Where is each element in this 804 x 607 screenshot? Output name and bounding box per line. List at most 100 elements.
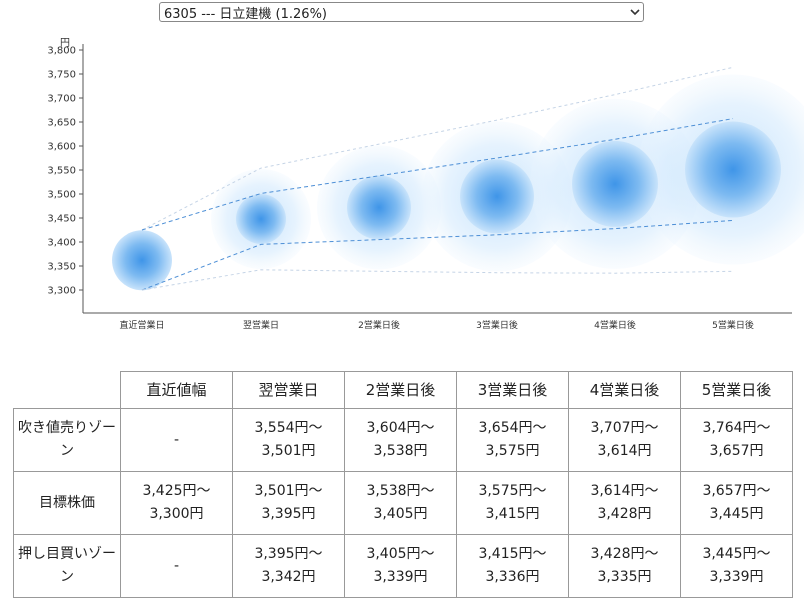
price-from: -: [173, 431, 180, 448]
col-header: 3営業日後: [456, 371, 569, 409]
bubble-core: [572, 140, 658, 227]
price-from: 3,707円〜: [590, 420, 659, 436]
bubble-core: [460, 159, 534, 234]
x-tick-label: 2営業日後: [358, 319, 400, 331]
col-header: 直近値幅: [120, 371, 233, 409]
x-tick-label: 4営業日後: [594, 319, 636, 331]
price-to: 3,538円: [373, 443, 428, 459]
y-tick-label: 3,800: [47, 46, 76, 57]
price-to: 3,336円: [485, 569, 540, 585]
mid-lower-band-line: [141, 219, 734, 291]
price-cell: 3,764円〜 3,657円: [680, 408, 793, 472]
y-tick-label: 3,400: [47, 238, 76, 249]
price-from: 3,575円〜: [478, 483, 547, 499]
price-to: 3,657円: [709, 443, 764, 459]
row-label: 目標株価: [13, 471, 121, 535]
price-from: 3,415円〜: [478, 546, 547, 562]
price-cell: 3,657円〜 3,445円: [680, 471, 793, 535]
price-forecast-chart: 円3,800 3,750 3,700 3,650 3,600 3,550 3,500 3,45…: [47, 38, 804, 331]
col-header: 5営業日後: [680, 371, 793, 409]
price-from: 3,445円〜: [702, 546, 771, 562]
price-from: 3,657円〜: [702, 483, 771, 499]
price-from: 3,395円〜: [254, 546, 323, 562]
mid-upper-band-line: [141, 118, 734, 231]
y-tick-label: 3,600: [47, 142, 76, 153]
price-from: 3,405円〜: [366, 546, 435, 562]
price-to: 3,575円: [485, 443, 540, 459]
price-from: 3,554円〜: [254, 420, 323, 436]
price-cell: 3,575円〜 3,415円: [456, 471, 569, 535]
bubble-core: [112, 230, 172, 291]
table-row: 吹き値売りゾーン - 3,554円〜 3,501円 3,604円〜 3,538円 3,654…: [13, 408, 793, 472]
price-from: 3,764円〜: [702, 420, 771, 436]
table-row: 目標株価 3,425円〜 3,300円 3,501円〜 3,395円 3,538円〜 3,4…: [13, 471, 793, 535]
price-to: 3,335円: [597, 569, 652, 585]
price-cell: 3,654円〜 3,575円: [456, 408, 569, 472]
price-cell: 3,614円〜 3,428円: [568, 471, 681, 535]
y-tick-label: 3,500: [47, 190, 76, 201]
y-tick-label: 3,550: [47, 166, 76, 177]
zone-table: 直近値幅 翌営業日 2営業日後 3営業日後 4営業日後 5営業日後 吹き値売りゾ…: [13, 371, 793, 598]
price-cell: 3,501円〜 3,395円: [232, 471, 345, 535]
chevron-down-icon: [627, 8, 643, 16]
y-axis-unit: 円: [60, 38, 70, 49]
price-to: 3,342円: [261, 569, 316, 585]
price-from: 3,614円〜: [590, 483, 659, 499]
price-cell: 3,445円〜 3,339円: [680, 534, 793, 598]
upper-band-line: [141, 66, 734, 231]
table-row: 押し目買いゾーン - 3,395円〜 3,342円 3,405円〜 3,339円 3,415…: [13, 534, 793, 598]
stock-select[interactable]: 6305 --- 日立建機 (1.26%): [159, 2, 644, 22]
row-label: 吹き値売りゾーン: [13, 408, 121, 472]
price-from: -: [173, 557, 180, 574]
corner-cell: [13, 371, 121, 409]
stock-select-value: 6305 --- 日立建機 (1.26%): [164, 6, 327, 22]
x-tick-label: 3営業日後: [476, 319, 518, 331]
col-header: 翌営業日: [232, 371, 345, 409]
bubble-core: [685, 121, 781, 218]
price-cell: 3,428円〜 3,335円: [568, 534, 681, 598]
price-to: 3,300円: [149, 506, 204, 522]
price-to: 3,445円: [709, 506, 764, 522]
price-cell: 3,538円〜 3,405円: [344, 471, 457, 535]
col-header: 4営業日後: [568, 371, 681, 409]
price-cell: -: [120, 534, 233, 598]
price-cell: 3,415円〜 3,336円: [456, 534, 569, 598]
row-label: 押し目買いゾーン: [13, 534, 121, 598]
y-tick-label: 3,300: [47, 286, 76, 297]
price-to: 3,339円: [373, 569, 428, 585]
price-to: 3,501円: [261, 443, 316, 459]
y-tick-label: 3,450: [47, 214, 76, 225]
table-header-row: 直近値幅 翌営業日 2営業日後 3営業日後 4営業日後 5営業日後: [13, 371, 793, 409]
price-to: 3,614円: [597, 443, 652, 459]
price-cell: 3,425円〜 3,300円: [120, 471, 233, 535]
price-cell: 3,707円〜 3,614円: [568, 408, 681, 472]
price-from: 3,654円〜: [478, 420, 547, 436]
bubble-core: [347, 175, 411, 240]
price-to: 3,415円: [485, 506, 540, 522]
band-lines: [141, 66, 734, 291]
price-to: 3,395円: [261, 506, 316, 522]
price-cell: 3,395円〜 3,342円: [232, 534, 345, 598]
x-tick-label: 5営業日後: [712, 319, 754, 331]
price-cell: -: [120, 408, 233, 472]
price-to: 3,339円: [709, 569, 764, 585]
y-tick-label: 3,650: [47, 118, 76, 129]
price-from: 3,428円〜: [590, 546, 659, 562]
price-to: 3,428円: [597, 506, 652, 522]
bubble-core: [236, 193, 286, 244]
x-tick-label: 翌営業日: [243, 319, 279, 331]
price-to: 3,405円: [373, 506, 428, 522]
lower-band-line: [141, 269, 734, 291]
price-cell: 3,405円〜 3,339円: [344, 534, 457, 598]
price-from: 3,538円〜: [366, 483, 435, 499]
core-group: [112, 121, 781, 291]
axes: 円3,800 3,750 3,700 3,650 3,600 3,550 3,500 3,45…: [47, 38, 792, 331]
price-cell: 3,604円〜 3,538円: [344, 408, 457, 472]
col-header: 2営業日後: [344, 371, 457, 409]
price-from: 3,501円〜: [254, 483, 323, 499]
y-tick-label: 3,350: [47, 262, 76, 273]
price-from: 3,604円〜: [366, 420, 435, 436]
x-tick-label: 直近営業日: [119, 319, 164, 331]
price-from: 3,425円〜: [142, 483, 211, 499]
y-tick-label: 3,700: [47, 94, 76, 105]
